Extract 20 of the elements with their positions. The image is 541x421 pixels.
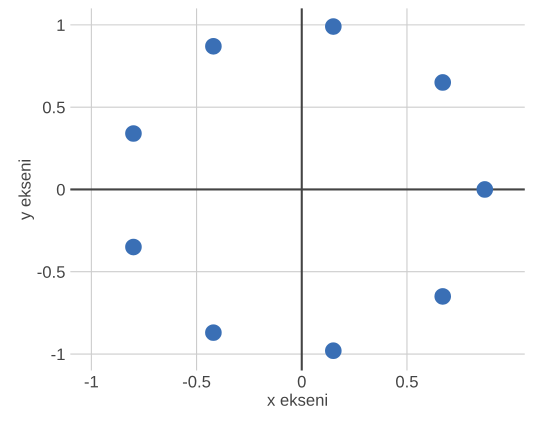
point bbox=[125, 238, 142, 256]
point bbox=[476, 181, 494, 198]
y-tick-label: 0 bbox=[56, 184, 65, 196]
point bbox=[125, 125, 142, 142]
point bbox=[205, 324, 222, 341]
y-axis-title: y ekseni bbox=[18, 160, 34, 220]
point bbox=[434, 288, 452, 305]
x-tick-label: 0 bbox=[298, 376, 306, 388]
x-tick-label: -0.5 bbox=[182, 376, 210, 388]
x-tick-label: 0.5 bbox=[396, 376, 418, 388]
point bbox=[325, 342, 342, 360]
point bbox=[434, 74, 452, 91]
y-tick-label: -0.5 bbox=[37, 266, 65, 278]
point bbox=[325, 18, 342, 35]
x-tick-label: -1 bbox=[84, 376, 98, 388]
y-tick-label: 1 bbox=[57, 19, 65, 31]
x-axis-title: x ekseni bbox=[267, 394, 327, 406]
y-tick-label: -1 bbox=[51, 348, 65, 360]
y-tick-label: 0.5 bbox=[42, 102, 65, 114]
point bbox=[205, 38, 222, 55]
